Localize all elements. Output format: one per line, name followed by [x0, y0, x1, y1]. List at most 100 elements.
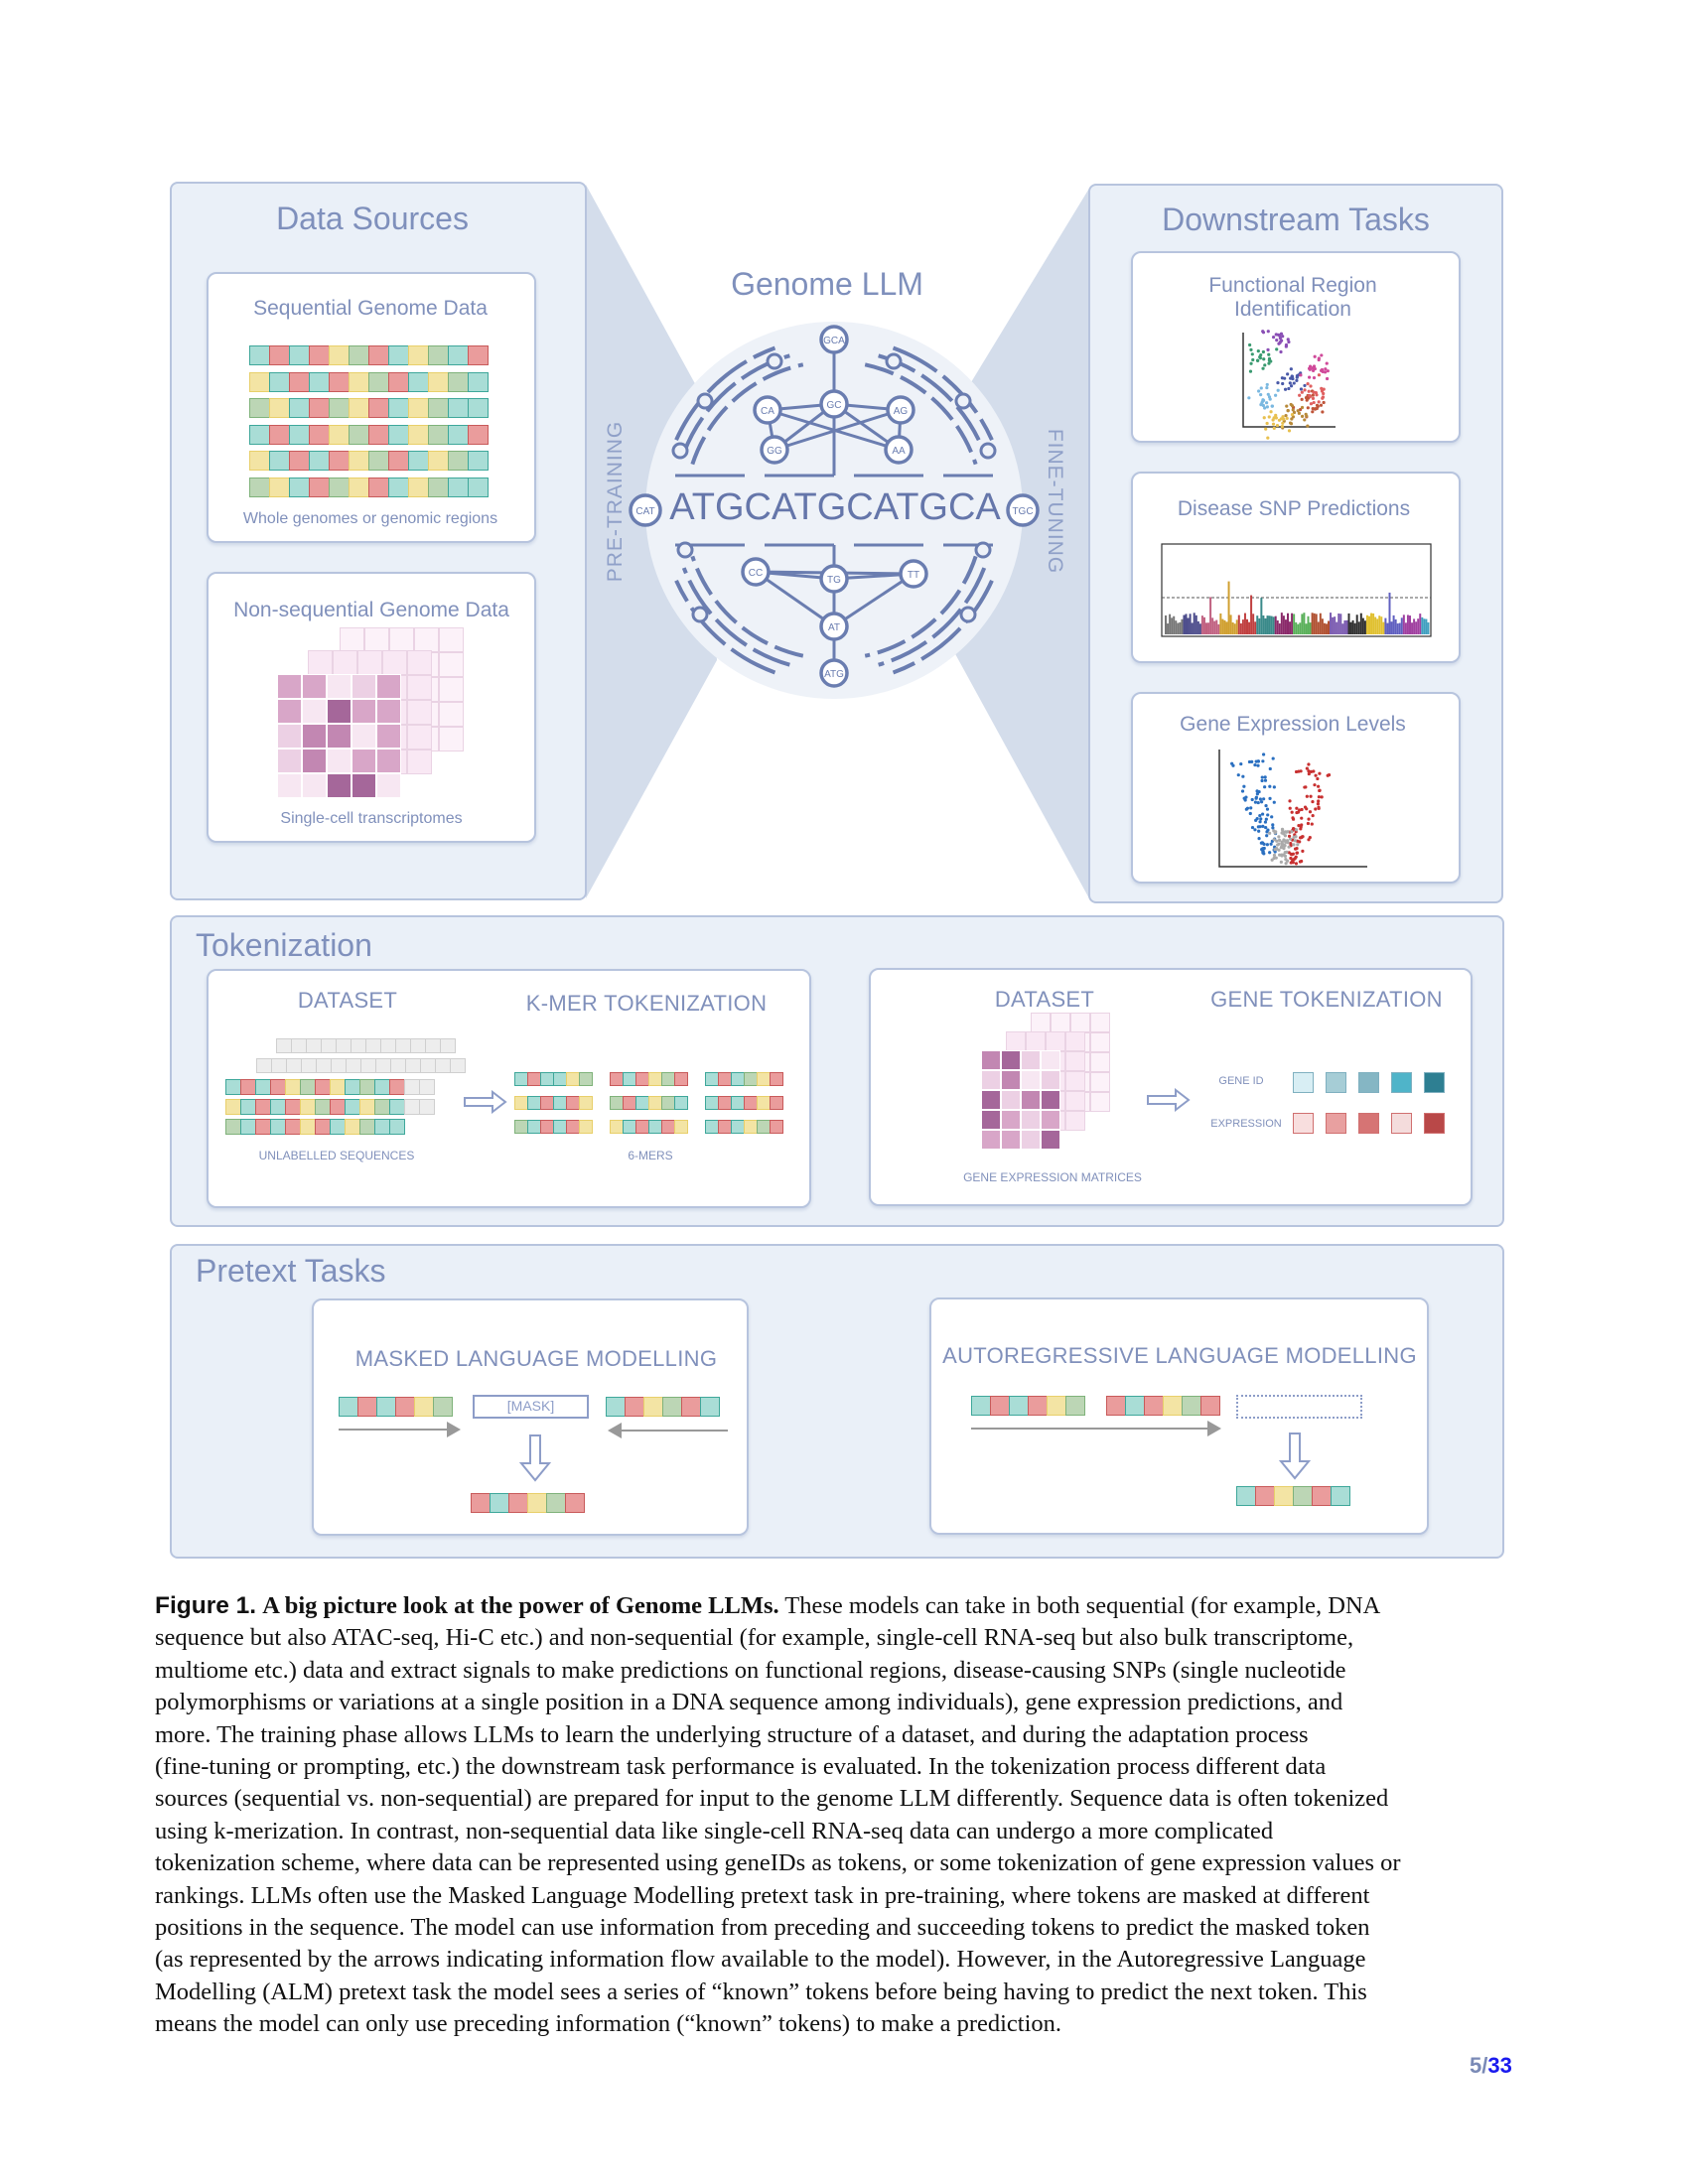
matrix-cell [1326, 1113, 1346, 1134]
matrix-cell [1021, 1050, 1041, 1070]
tokenization-title: Tokenization [196, 927, 372, 963]
token-cell [395, 1038, 411, 1053]
token-row [225, 1119, 405, 1135]
token-cell [674, 1120, 688, 1134]
token-row [249, 424, 489, 445]
current-page: 5 [1470, 2053, 1482, 2078]
right-arrow-icon [464, 1090, 507, 1114]
token-cell [389, 1099, 405, 1115]
matrix-cell [376, 749, 401, 773]
matrix-cell [302, 724, 327, 749]
token-row [606, 1397, 720, 1417]
token-cell [540, 1120, 554, 1134]
token-row [610, 1096, 688, 1110]
matrix-cell [352, 674, 376, 699]
matrix-cell [277, 699, 302, 724]
matrix-cell [1326, 1072, 1346, 1093]
token-cell [579, 1072, 593, 1086]
llm-node [884, 435, 914, 465]
token-cell [731, 1120, 745, 1134]
matrix-cell [388, 626, 414, 652]
token-cell [345, 1119, 360, 1135]
token-cell [661, 1072, 675, 1086]
mini-plots [1161, 330, 1432, 868]
token-cell [291, 1038, 307, 1053]
token-cell [419, 1099, 435, 1115]
token-cell [527, 1096, 541, 1110]
token-cell [744, 1120, 758, 1134]
token-cell [468, 477, 489, 497]
matrix-cell [277, 749, 302, 773]
matrix-cell [407, 675, 433, 701]
token-cell [770, 1072, 783, 1086]
mlm-title: MASKED LANGUAGE MODELLING [354, 1346, 718, 1371]
token-cell [330, 1079, 346, 1095]
llm-node [753, 395, 782, 425]
token-cell [271, 1058, 287, 1073]
token-cell [705, 1096, 719, 1110]
token-cell [405, 1058, 421, 1073]
token-cell [225, 1119, 241, 1135]
token-cell [345, 1079, 360, 1095]
caption-line: (as represented by the arrows indicating… [155, 1946, 1366, 1974]
gene-id-label: GENE ID [1218, 1075, 1264, 1087]
token-cell [380, 1038, 396, 1053]
functional-region-card [1131, 251, 1461, 443]
matrix-cell [1065, 1031, 1085, 1051]
token-cell [648, 1120, 662, 1134]
token-cell [579, 1120, 593, 1134]
downstream-title: Downstream Tasks [1162, 202, 1430, 237]
llm-node [741, 557, 771, 587]
token-cell [336, 1038, 352, 1053]
token-row [256, 1058, 466, 1073]
matrix-cell [1358, 1072, 1379, 1093]
token-cell [331, 1058, 347, 1073]
token-row [471, 1493, 585, 1513]
token-cell [270, 1099, 286, 1115]
genome-llm-graphic: GCA CA GC AG GG AA CAT TGC CC TG TT AT ATG [586, 185, 1090, 900]
caption-line: using k-merization. In contrast, non-seq… [155, 1817, 1274, 1844]
token-cell [316, 1058, 332, 1073]
token-cell [623, 1120, 636, 1134]
token-row [249, 345, 489, 365]
token-cell [661, 1096, 675, 1110]
token-cell [315, 1079, 331, 1095]
token-cell [540, 1096, 554, 1110]
token-cell [540, 1072, 554, 1086]
matrix-cell [302, 674, 327, 699]
token-row [610, 1120, 688, 1134]
matrix-cell [981, 1110, 1001, 1130]
gene-expression-title: Gene Expression Levels [1180, 713, 1406, 736]
token-cell [674, 1096, 688, 1110]
matrix-cell [1046, 1031, 1065, 1051]
token-row [705, 1120, 783, 1134]
token-cell [553, 1096, 567, 1110]
token-cell [579, 1096, 593, 1110]
matrix-cell [382, 650, 408, 676]
caption-line: (fine-tuning or prompting, etc.) the dow… [155, 1753, 1327, 1781]
genome-llm-title: Genome LLM [731, 266, 923, 302]
llm-node-label: GCA [823, 336, 845, 346]
matrix-cell [1041, 1110, 1060, 1130]
matrix-cell [308, 650, 334, 676]
matrix-cell [376, 699, 401, 724]
token-cell [450, 1058, 466, 1073]
token-cell [225, 1079, 241, 1095]
matrix-cell [376, 724, 401, 749]
token-cell [553, 1120, 567, 1134]
token-cell [648, 1096, 662, 1110]
token-cell [565, 1493, 585, 1513]
matrix-cell [333, 650, 358, 676]
llm-node-label: AT [828, 622, 840, 633]
down-arrow-icon [518, 1434, 552, 1482]
token-row [971, 1396, 1085, 1416]
token-cell [330, 1119, 346, 1135]
token-row [276, 1038, 456, 1053]
token-cell [514, 1072, 528, 1086]
token-cell [360, 1058, 376, 1073]
llm-node-label: CC [749, 568, 763, 579]
token-cell [718, 1072, 732, 1086]
token-cell [346, 1058, 361, 1073]
token-cell [705, 1120, 719, 1134]
total-pages-link[interactable]: 33 [1487, 2053, 1512, 2078]
